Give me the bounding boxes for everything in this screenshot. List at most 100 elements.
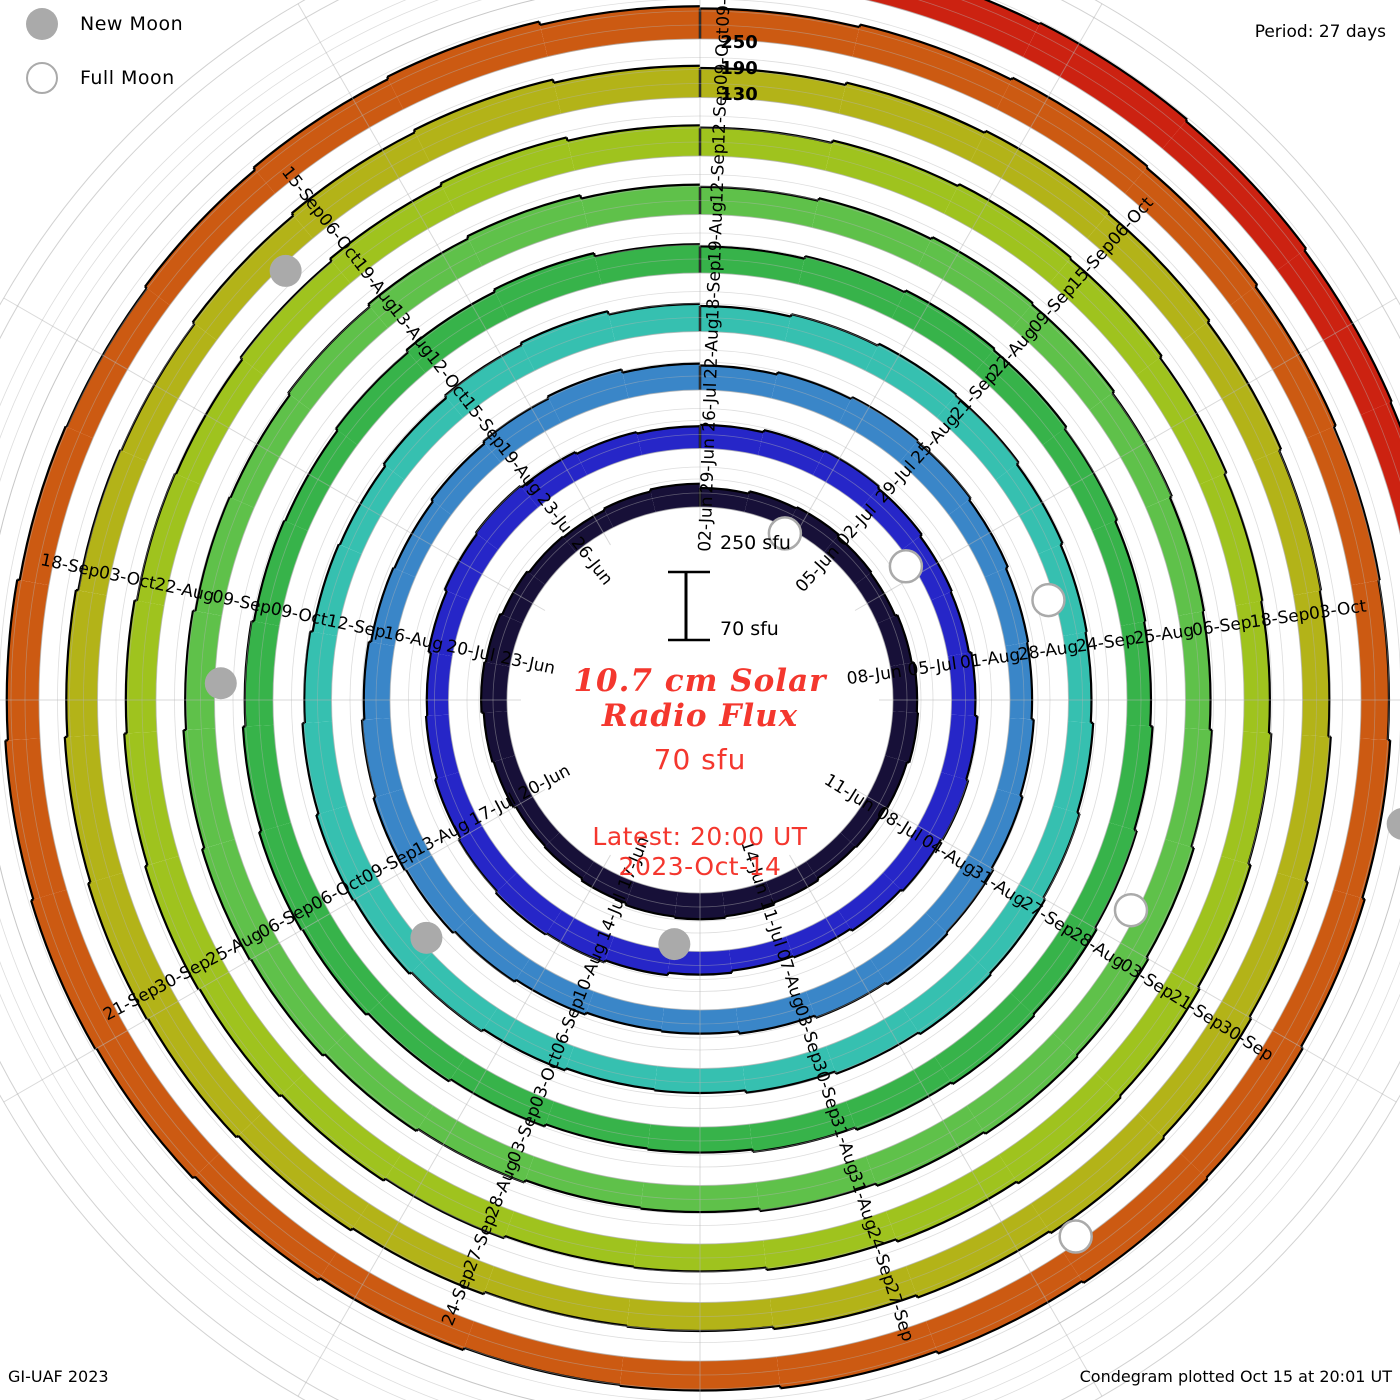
- flux-segment: [974, 350, 1067, 446]
- flux-segment: [259, 822, 331, 931]
- flux-segment-riser: [624, 902, 628, 906]
- flux-segment-cap: [1361, 740, 1392, 899]
- scale-tick-190: 190: [720, 58, 758, 80]
- flux-segment-cap: [4, 740, 35, 900]
- flux-segment: [444, 533, 499, 601]
- flux-segment: [998, 1073, 1121, 1184]
- flux-segment-riser: [903, 289, 907, 293]
- flux-segment-riser: [1076, 811, 1080, 815]
- flux-segment-riser: [239, 356, 243, 361]
- flux-segment-riser: [772, 902, 776, 905]
- flux-segment: [495, 872, 562, 935]
- flux-segment-cap: [699, 304, 792, 318]
- flux-segment-cap: [1012, 76, 1149, 168]
- flux-segment: [700, 305, 791, 342]
- flux-segment-riser: [915, 1294, 919, 1298]
- flux-segment: [1109, 724, 1153, 831]
- flux-segment-riser: [373, 796, 376, 799]
- flux-segment-cap: [824, 449, 880, 488]
- flux-segment: [970, 130, 1110, 239]
- flux-segment-cap: [241, 726, 263, 832]
- flux-segment: [493, 253, 602, 319]
- flux-segment: [824, 536, 872, 585]
- flux-segment: [546, 910, 614, 963]
- flux-segment-cap: [699, 126, 833, 145]
- flux-segment-cap: [493, 252, 595, 291]
- flux-segment-riser: [382, 463, 387, 467]
- flux-segment-riser: [235, 1134, 239, 1139]
- flux-segment-cap: [625, 903, 675, 918]
- flux-segment: [291, 132, 430, 239]
- flux-segment-riser: [448, 1078, 452, 1082]
- flux-segment: [521, 451, 588, 508]
- flux-segment-cap: [699, 66, 847, 87]
- flux-segment-cap: [985, 129, 1111, 214]
- flux-segment: [64, 735, 123, 883]
- legend-label-new-moon: New Moon: [80, 13, 184, 35]
- flux-segment-riser: [1081, 1280, 1085, 1284]
- flux-segment: [742, 1046, 836, 1093]
- flux-segment-cap: [580, 879, 627, 904]
- flux-segment: [771, 372, 852, 423]
- date-tick-label: 09-Oct: [711, 27, 733, 86]
- flux-segment: [1306, 426, 1380, 586]
- flux-segment-cap: [859, 23, 1013, 81]
- flux-segment-cap: [937, 1280, 1083, 1355]
- flux-segment: [1089, 393, 1172, 508]
- flux-segment-cap: [886, 761, 909, 809]
- flux-segment-riser: [916, 439, 919, 443]
- flux-segment: [1136, 357, 1227, 485]
- flux-segment-cap: [699, 245, 805, 260]
- flux-segment-cap: [562, 509, 606, 539]
- flux-segment: [145, 856, 229, 990]
- flux-segment: [700, 424, 764, 456]
- scale-bar-labels: 250 sfu 70 sfu: [420, 532, 980, 650]
- flux-segment-cap: [983, 0, 1040, 26]
- flux-segment-riser: [452, 930, 456, 934]
- flux-segment-riser: [408, 971, 413, 975]
- flux-segment: [838, 82, 985, 162]
- flux-segment: [319, 1252, 474, 1351]
- flux-segment-riser: [1134, 828, 1138, 832]
- flux-segment-riser: [1303, 247, 1307, 252]
- flux-segment-cap: [237, 1134, 352, 1232]
- flux-segment-riser: [836, 533, 840, 537]
- flux-segment-riser: [876, 343, 880, 347]
- flux-segment-riser: [430, 499, 434, 503]
- flux-segment-cap: [1377, 580, 1391, 741]
- flux-segment: [440, 137, 575, 214]
- flux-segment-riser: [519, 342, 523, 346]
- flux-segment-cap: [360, 719, 377, 798]
- flux-segment: [483, 711, 516, 763]
- flux-segment-riser: [252, 167, 257, 171]
- flux-segment-riser: [315, 813, 319, 816]
- flux-segment-riser: [762, 429, 766, 433]
- flux-segment: [285, 430, 358, 531]
- flux-segment-riser: [917, 1031, 921, 1035]
- flux-segment: [202, 839, 280, 960]
- flux-segment-cap: [547, 368, 622, 398]
- flux-segment-cap: [520, 450, 576, 489]
- flux-segment-cap: [147, 1018, 238, 1139]
- date-tick-label: 18-Sep: [703, 260, 725, 320]
- flux-segment: [428, 590, 470, 657]
- flux-segment: [136, 473, 201, 606]
- flux-segment: [1031, 1113, 1165, 1234]
- flux-segment: [1053, 942, 1149, 1056]
- flux-segment-cap: [1389, 401, 1400, 429]
- flux-segment-riser: [494, 890, 498, 894]
- flux-segment-cap: [1201, 611, 1212, 730]
- flux-segment-cap: [594, 243, 701, 258]
- moon-phase-legend: New Moon Full Moon: [0, 0, 320, 120]
- flux-segment: [867, 755, 908, 809]
- full-moon-icon: [26, 62, 58, 94]
- flux-segment: [483, 398, 561, 463]
- flux-segment-riser: [1031, 302, 1034, 306]
- flux-segment-cap: [372, 797, 406, 871]
- flux-segment: [1180, 1030, 1303, 1178]
- flux-segment-cap: [965, 716, 979, 781]
- flux-segment: [1063, 1153, 1208, 1283]
- date-tick-label: 22-Aug: [701, 318, 723, 379]
- flux-segment: [312, 544, 362, 637]
